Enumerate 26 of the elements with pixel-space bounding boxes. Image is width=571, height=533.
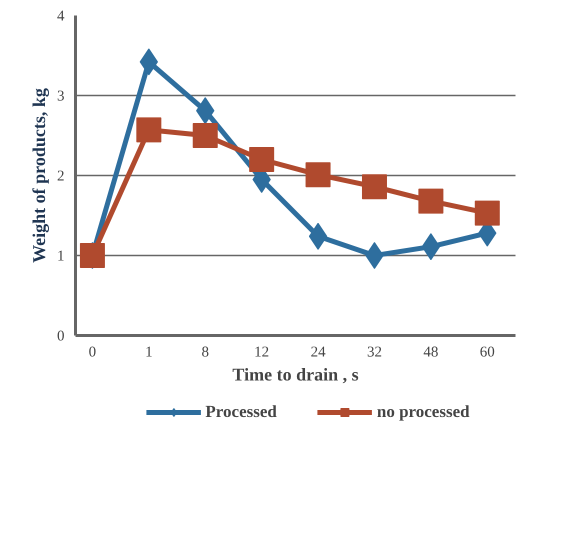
point [306, 162, 331, 188]
point [418, 188, 444, 214]
point [192, 123, 218, 148]
point [365, 242, 384, 269]
point [362, 174, 387, 200]
x-tick-label: 32 [366, 344, 382, 360]
x-tick-label: 8 [201, 344, 209, 360]
y-tick-label: 3 [57, 88, 64, 104]
x-tick-label: 0 [88, 344, 96, 360]
point [249, 147, 274, 172]
x-axis-title: Time to drain , s [232, 364, 359, 384]
legend-label: no processed [376, 402, 470, 422]
x-tick-label: 48 [423, 344, 438, 360]
point [136, 117, 162, 142]
point [80, 243, 105, 268]
x-tick-label: 24 [310, 344, 326, 360]
y-tick-label: 1 [57, 248, 64, 264]
x-tick-label: 1 [145, 344, 153, 360]
x-tick-label: 60 [480, 344, 495, 360]
y-tick-label: 4 [57, 8, 65, 24]
y-tick-label: 0 [57, 328, 64, 344]
y-tick-label: 2 [57, 168, 64, 184]
point [474, 200, 500, 226]
legend-label: Processed [205, 402, 277, 422]
x-tick-label: 12 [254, 344, 270, 360]
y-axis-title: Weight of products, kg [29, 88, 49, 263]
